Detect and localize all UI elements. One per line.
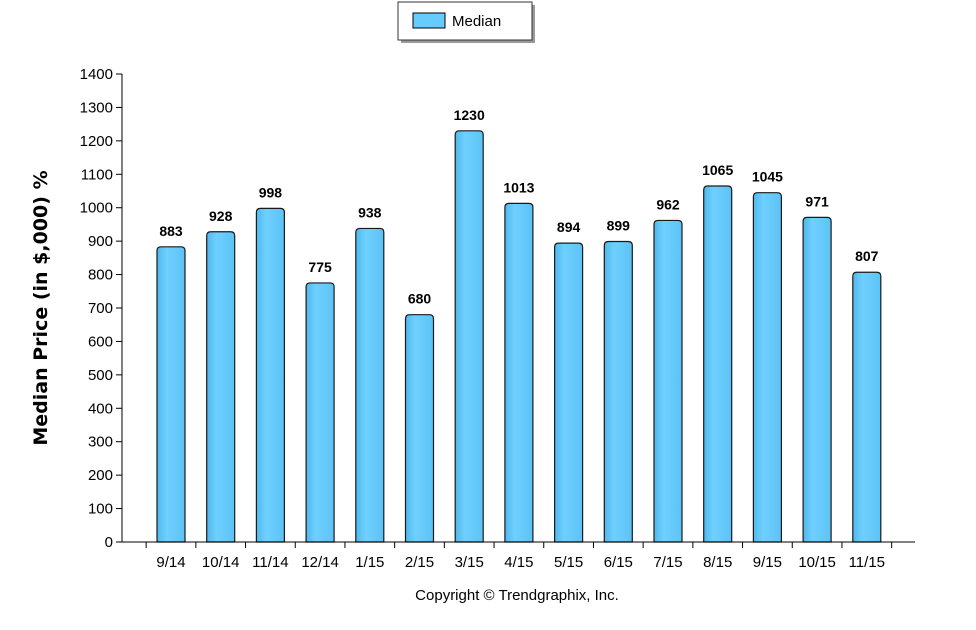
x-tick-label: 10/14	[202, 554, 240, 571]
y-tick-label: 800	[88, 267, 113, 284]
x-axis: 9/14 10/14 11/14 12/14 1/15 2/15 3/15 4/15 5/15 6…	[145, 542, 893, 571]
y-tick-label: 100	[88, 501, 113, 518]
bar-9-14	[156, 246, 186, 543]
legend: Median	[397, 1, 535, 43]
data-label: 775	[308, 259, 332, 275]
bar-11-14	[255, 207, 285, 543]
bar-6-15	[603, 240, 633, 543]
x-tick-label: 12/14	[301, 554, 339, 571]
bar-4-15	[504, 202, 534, 543]
x-tick-label: 8/15	[703, 554, 732, 571]
y-tick-label: 400	[88, 400, 113, 417]
data-label: 1013	[503, 179, 534, 195]
legend-label: Median	[452, 13, 501, 30]
y-tick-label: 0	[105, 534, 113, 551]
x-tick-label: 4/15	[504, 554, 533, 571]
data-label: 971	[805, 193, 829, 209]
bar-10-14	[206, 231, 236, 543]
data-label: 899	[607, 217, 631, 233]
y-tick-label: 1000	[80, 200, 113, 217]
y-axis: 0 100 200 300 400 500 600 700 800 900 1000 1100 1200…	[80, 66, 122, 551]
data-label: 928	[209, 208, 233, 224]
copyright-text: Copyright © Trendgraphix, Inc.	[415, 587, 619, 604]
x-tick-label: 5/15	[554, 554, 583, 571]
data-label: 938	[358, 204, 382, 220]
bar-5-15	[554, 242, 584, 543]
x-tick-label: 9/15	[753, 554, 782, 571]
y-tick-label: 1100	[81, 166, 113, 183]
data-label: 894	[557, 219, 581, 235]
y-tick-label: 1400	[80, 66, 113, 83]
data-label: 998	[259, 184, 283, 200]
y-tick-label: 600	[88, 333, 113, 350]
y-tick-label: 500	[88, 367, 113, 384]
y-axis-title: Median Price (in $,000) %	[30, 170, 52, 445]
x-tick-label: 1/15	[355, 554, 384, 571]
y-tick-label: 300	[88, 434, 113, 451]
x-tick-label: 9/14	[156, 554, 185, 571]
bar-12-14	[305, 282, 335, 543]
x-tick-label: 3/15	[455, 554, 484, 571]
data-label: 680	[408, 291, 432, 307]
data-label: 1065	[702, 162, 733, 178]
bar-9-15	[752, 192, 782, 543]
bar-8-15	[703, 185, 733, 543]
bars: 883 928 998 775 938 680 1230 1013 894 899 962 1065 1…	[156, 107, 882, 543]
y-tick-label: 700	[88, 300, 113, 317]
x-tick-label: 10/15	[798, 554, 836, 571]
y-tick-label: 200	[88, 467, 113, 484]
bar-11-15	[852, 271, 882, 543]
bar-10-15	[802, 216, 832, 543]
data-label: 807	[855, 248, 879, 264]
y-tick-label: 900	[88, 233, 113, 250]
y-tick-label: 1300	[80, 99, 113, 116]
x-tick-label: 11/15	[849, 554, 885, 571]
data-label: 883	[159, 223, 183, 239]
bar-1-15	[355, 227, 385, 543]
x-tick-label: 11/14	[252, 554, 288, 571]
bar-3-15	[454, 130, 484, 543]
bar-2-15	[404, 314, 435, 543]
legend-swatch	[412, 12, 446, 29]
data-label: 1230	[454, 107, 485, 123]
data-label: 1045	[752, 169, 783, 185]
y-tick-label: 1200	[80, 133, 113, 150]
bar-7-15	[653, 219, 683, 543]
x-tick-label: 7/15	[653, 554, 682, 571]
x-tick-label: 2/15	[405, 554, 434, 571]
x-tick-label: 6/15	[604, 554, 633, 571]
data-label: 962	[656, 196, 680, 212]
